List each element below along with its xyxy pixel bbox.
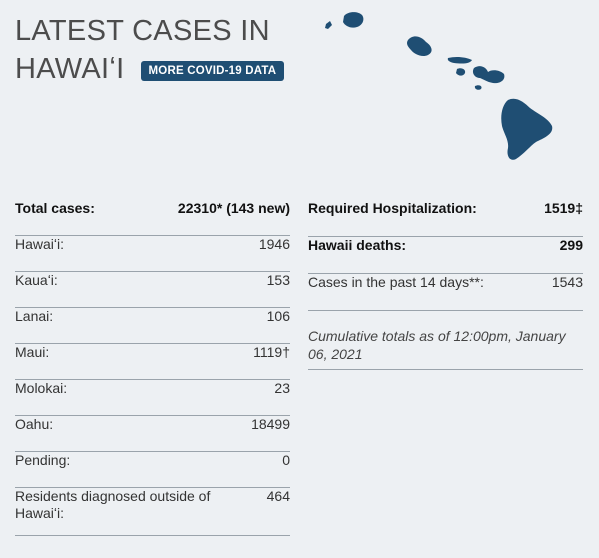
cumulative-note: Cumulative totals as of 12:00pm, January…: [308, 327, 583, 370]
county-label: Residents diagnosed outside of Hawaiʻi:: [15, 488, 211, 521]
list-item: Oahu: 18499: [15, 416, 290, 452]
total-cases-value: 22310* (143 new): [177, 200, 290, 216]
county-value: 106: [266, 308, 290, 324]
kahoolawe-island: [474, 85, 482, 90]
list-item: Kauaʻi: 153: [15, 272, 290, 308]
county-value: 18499: [251, 416, 290, 432]
county-value: 1119†: [253, 344, 290, 360]
county-value: 23: [274, 380, 290, 396]
county-label: Kauaʻi:: [15, 272, 58, 288]
county-label: Oahu:: [15, 416, 54, 432]
county-label: Hawaiʻi:: [15, 236, 65, 252]
maui-island: [472, 66, 505, 84]
county-cases-list: Total cases: 22310* (143 new) Hawaiʻi: 1…: [15, 200, 290, 536]
county-label: Lanai:: [15, 308, 54, 324]
list-item: Molokai: 23: [15, 380, 290, 416]
county-value: 0: [282, 452, 290, 468]
hospitalization-value: 1519‡: [544, 200, 583, 216]
big-island: [501, 98, 553, 160]
hawaii-islands-map-icon: [325, 12, 553, 160]
past-14-days-row: Cases in the past 14 days**: 1543: [308, 274, 583, 311]
deaths-value: 299: [559, 237, 583, 253]
county-label: Molokai:: [15, 380, 68, 396]
county-value: 1946: [258, 236, 290, 252]
list-item: Pending: 0: [15, 452, 290, 488]
page-title: LATEST CASES IN HAWAIʻI MORE COVID-19 DA…: [15, 12, 285, 88]
molokai-island: [447, 56, 472, 64]
title-line-1: LATEST CASES IN: [15, 15, 270, 47]
list-item: Lanai: 106: [15, 308, 290, 344]
hospitalization-row: Required Hospitalization: 1519‡: [308, 200, 583, 237]
deaths-row: Hawaii deaths: 299: [308, 237, 583, 274]
county-value: 153: [266, 272, 290, 288]
county-label: Pending:: [15, 452, 71, 468]
more-covid-data-button[interactable]: MORE COVID-19 DATA: [140, 61, 285, 81]
county-value: 464: [266, 488, 290, 504]
total-cases-label: Total cases:: [15, 200, 95, 216]
total-cases-row: Total cases: 22310* (143 new): [15, 200, 290, 236]
niihau-island: [325, 21, 332, 29]
past-14-days-value: 1543: [551, 274, 583, 290]
list-item: Maui: 1119†: [15, 344, 290, 380]
deaths-label: Hawaii deaths:: [308, 237, 407, 253]
hospitalization-label: Required Hospitalization:: [308, 200, 477, 216]
county-label: Maui:: [15, 344, 50, 360]
kauai-island: [343, 12, 364, 28]
list-item: Residents diagnosed outside of Hawaiʻi: …: [15, 488, 290, 536]
list-item: Hawaiʻi: 1946: [15, 236, 290, 272]
title-line-2: HAWAIʻI: [15, 53, 125, 85]
state-summary-list: Required Hospitalization: 1519‡ Hawaii d…: [308, 200, 583, 370]
oahu-island: [407, 36, 432, 57]
lanai-island: [456, 68, 466, 76]
past-14-days-label: Cases in the past 14 days**:: [308, 274, 484, 290]
